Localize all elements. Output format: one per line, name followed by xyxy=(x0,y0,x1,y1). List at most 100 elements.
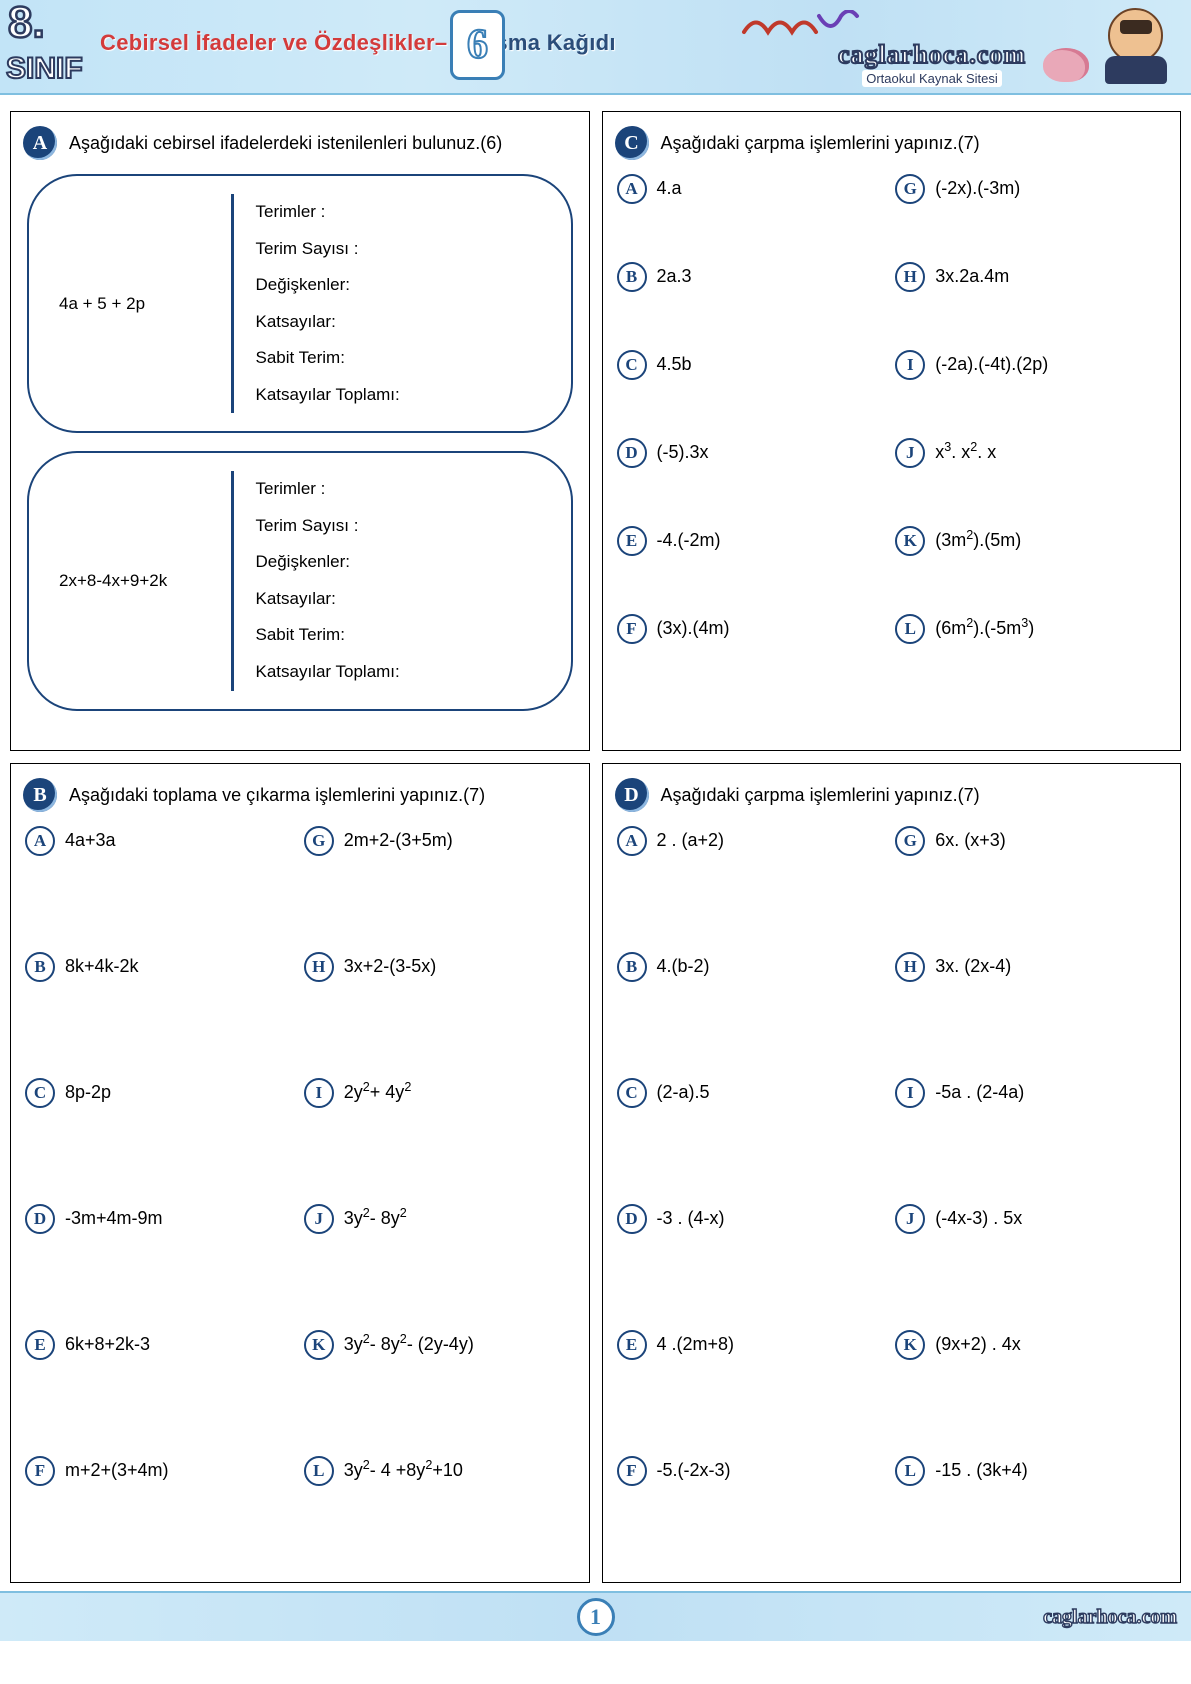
question-item: J (-4x-3) . 5x xyxy=(895,1204,1168,1234)
brain-icon xyxy=(1043,48,1089,82)
question-badge: C xyxy=(617,350,647,380)
worksheet-title: Cebirsel İfadeler ve Özdeşlikler– Çalışm… xyxy=(100,30,616,56)
header: 8. SINIF Cebirsel İfadeler ve Özdeşlikle… xyxy=(0,0,1191,95)
question-badge: F xyxy=(25,1456,55,1486)
question-badge: F xyxy=(617,1456,647,1486)
site-branding: caglarhoca.com Ortaokul Kaynak Sitesi xyxy=(838,40,1026,88)
question-text: -3m+4m-9m xyxy=(65,1204,163,1229)
site-name: caglarhoca.com xyxy=(838,40,1026,70)
field-sabit-terim: Sabit Terim: xyxy=(256,340,400,377)
section-title-c: Aşağıdaki çarpma işlemlerini yapınız.(7) xyxy=(661,133,980,154)
question-badge: G xyxy=(895,174,925,204)
question-badge: C xyxy=(25,1078,55,1108)
question-text: (6m2).(-5m3) xyxy=(935,614,1034,639)
question-item: D-3 . (4-x) xyxy=(617,1204,890,1234)
page-number: 1 xyxy=(590,1604,601,1630)
question-text: 2 . (a+2) xyxy=(657,826,725,851)
question-item: B4.(b-2) xyxy=(617,952,890,982)
question-item: G2m+2-(3+5m) xyxy=(304,826,577,856)
field-list-2: Terimler : Terim Sayısı : Değişkenler: K… xyxy=(256,471,400,690)
divider xyxy=(231,194,234,413)
question-badge: K xyxy=(895,1330,925,1360)
field-katsayilar: Katsayılar: xyxy=(256,581,400,618)
question-text: 6k+8+2k-3 xyxy=(65,1330,150,1355)
question-item: D(-5).3x xyxy=(617,438,890,468)
question-item: H3x.2a.4m xyxy=(895,262,1168,292)
question-badge: K xyxy=(304,1330,334,1360)
question-item: K(3m2).(5m) xyxy=(895,526,1168,556)
question-text: 3x.2a.4m xyxy=(935,262,1009,287)
question-text: (3x).(4m) xyxy=(657,614,730,639)
question-text: -3 . (4-x) xyxy=(657,1204,725,1229)
question-item: I2y2+ 4y2 xyxy=(304,1078,577,1108)
question-item: J3y2- 8y2 xyxy=(304,1204,577,1234)
question-text: -4.(-2m) xyxy=(657,526,721,551)
question-item: E -4.(-2m) xyxy=(617,526,890,556)
question-badge: I xyxy=(895,1078,925,1108)
question-item: B2a.3 xyxy=(617,262,890,292)
question-text: 6x. (x+3) xyxy=(935,826,1006,851)
question-item: B8k+4k-2k xyxy=(25,952,298,982)
question-grid-c: A4.aG(-2x).(-3m)B2a.3H3x.2a.4mC4.5bI(-2a… xyxy=(615,174,1169,650)
class-label: SINIF xyxy=(6,52,83,86)
page-grid: A Aşağıdaki cebirsel ifadelerdeki isteni… xyxy=(0,95,1191,1591)
field-degiskenler: Değişkenler: xyxy=(256,267,400,304)
question-item: A 4a+3a xyxy=(25,826,298,856)
panel-d: D Aşağıdaki çarpma işlemlerini yapınız.(… xyxy=(602,763,1182,1583)
question-badge: E xyxy=(617,1330,647,1360)
question-badge: D xyxy=(617,438,647,468)
panel-b: B Aşağıdaki toplama ve çıkarma işlemleri… xyxy=(10,763,590,1583)
question-item: G6x. (x+3) xyxy=(895,826,1168,856)
question-text: 8p-2p xyxy=(65,1078,111,1103)
question-text: 4a+3a xyxy=(65,826,116,851)
question-item: C 8p-2p xyxy=(25,1078,298,1108)
question-text: 3y2- 8y2- (2y-4y) xyxy=(344,1330,474,1355)
question-badge: A xyxy=(25,826,55,856)
grade-level: 8. xyxy=(8,0,45,48)
question-item: G(-2x).(-3m) xyxy=(895,174,1168,204)
section-title-a: Aşağıdaki cebirsel ifadelerdeki istenile… xyxy=(69,133,502,154)
page-number-badge: 1 xyxy=(577,1598,615,1636)
question-text: (3m2).(5m) xyxy=(935,526,1021,551)
question-text: (-4x-3) . 5x xyxy=(935,1204,1022,1229)
section-badge-c: C xyxy=(615,126,649,160)
sheet-number: 6 xyxy=(467,21,488,69)
question-item: L 3y2- 4 +8y2+10 xyxy=(304,1456,577,1486)
question-badge: J xyxy=(895,438,925,468)
sheet-number-badge: 6 xyxy=(450,10,505,80)
question-text: 3y2- 4 +8y2+10 xyxy=(344,1456,463,1481)
question-text: 3x+2-(3-5x) xyxy=(344,952,437,977)
question-item: L(6m2).(-5m3) xyxy=(895,614,1168,644)
question-text: m+2+(3+4m) xyxy=(65,1456,169,1481)
question-text: -5a . (2-4a) xyxy=(935,1078,1024,1103)
question-badge: L xyxy=(895,1456,925,1486)
question-item: D -3m+4m-9m xyxy=(25,1204,298,1234)
question-text: 4.(b-2) xyxy=(657,952,710,977)
question-badge: L xyxy=(304,1456,334,1486)
question-text: 2a.3 xyxy=(657,262,692,287)
field-terim-sayisi: Terim Sayısı : xyxy=(256,231,400,268)
squiggle-icon xyxy=(741,10,861,40)
title-part-red: Cebirsel İfadeler ve Özdeşlikler– xyxy=(100,30,447,55)
question-badge: D xyxy=(25,1204,55,1234)
question-item: C(2-a).5 xyxy=(617,1078,890,1108)
question-badge: H xyxy=(895,952,925,982)
footer-site: caglarhoca.com xyxy=(1043,1606,1177,1629)
question-badge: E xyxy=(617,526,647,556)
expression-1: 4a + 5 + 2p xyxy=(59,294,209,314)
field-terim-sayisi: Terim Sayısı : xyxy=(256,508,400,545)
question-item: H 3x. (2x-4) xyxy=(895,952,1168,982)
avatar-body xyxy=(1105,56,1167,84)
question-text: 3x. (2x-4) xyxy=(935,952,1011,977)
question-badge: J xyxy=(895,1204,925,1234)
site-tagline: Ortaokul Kaynak Sitesi xyxy=(862,70,1002,87)
avatar-illustration xyxy=(1043,8,1173,88)
panel-c: C Aşağıdaki çarpma işlemlerini yapınız.(… xyxy=(602,111,1182,751)
section-title-d: Aşağıdaki çarpma işlemlerini yapınız.(7) xyxy=(661,785,980,806)
question-badge: J xyxy=(304,1204,334,1234)
field-kats-toplam: Katsayılar Toplamı: xyxy=(256,377,400,414)
question-grid-d: A2 . (a+2)G6x. (x+3)B4.(b-2)H3x. (2x-4)C… xyxy=(615,826,1169,1492)
field-terimler: Terimler : xyxy=(256,194,400,231)
question-item: K 3y2- 8y2- (2y-4y) xyxy=(304,1330,577,1360)
question-item: E6k+8+2k-3 xyxy=(25,1330,298,1360)
